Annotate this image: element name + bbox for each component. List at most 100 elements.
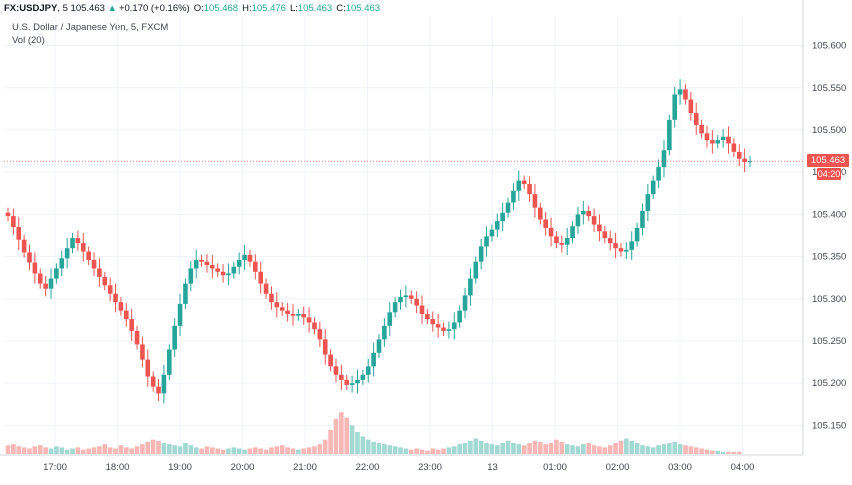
volume-bar: [457, 444, 462, 454]
volume-bar: [575, 446, 581, 454]
candle-body: [715, 140, 721, 144]
last-price-tag: 105.463: [807, 154, 849, 168]
volume-bar: [613, 443, 618, 454]
candle-body: [575, 214, 581, 227]
candle-body: [543, 219, 548, 228]
candle-body: [333, 366, 339, 375]
volume-bar: [489, 444, 495, 454]
symbol-interval: 5: [62, 2, 68, 14]
volume-bar: [425, 450, 430, 454]
open-label: O:: [193, 2, 204, 14]
candle-body: [462, 295, 468, 311]
candle-body: [86, 251, 91, 260]
volume-bar: [624, 438, 629, 454]
candle-body: [742, 158, 747, 163]
volume-bar: [91, 447, 97, 454]
candle-body: [328, 354, 333, 367]
volume-bar: [484, 443, 489, 454]
y-tick-label: 105.350: [812, 252, 846, 263]
volume-bar: [408, 449, 414, 454]
symbol-name[interactable]: FX:USDJPY: [4, 2, 58, 14]
candle-body: [607, 238, 613, 244]
volume-bar: [736, 451, 742, 454]
candle-body: [521, 180, 527, 185]
volume-bar: [296, 449, 301, 454]
candle-body: [48, 278, 54, 289]
candle-body: [446, 329, 452, 331]
volume-bar: [263, 449, 269, 454]
volume-indicator-label[interactable]: Vol (20): [12, 35, 45, 46]
candle-body: [150, 376, 156, 387]
volume-bar: [290, 448, 296, 454]
candle-body: [591, 216, 597, 225]
volume-bar: [451, 446, 457, 454]
y-tick-label: 105.600: [812, 41, 846, 52]
candle-body: [430, 319, 436, 325]
x-tick-label: 17:00: [43, 462, 67, 473]
volume-bar: [715, 450, 721, 454]
volume-bar: [16, 446, 22, 454]
volume-bar: [48, 448, 54, 454]
volume-bar: [468, 440, 473, 454]
candle-body: [269, 293, 274, 303]
volume-bar: [37, 445, 43, 454]
volume-bar: [150, 439, 156, 454]
volume-bar: [607, 445, 613, 454]
last-price: 105.463: [70, 2, 105, 14]
volume-bar: [183, 443, 188, 454]
volume-bar: [312, 446, 317, 454]
volume-bar: [704, 449, 710, 454]
volume-bar: [398, 447, 403, 454]
volume-bar: [478, 440, 484, 454]
x-tick-label: 01:00: [543, 462, 567, 473]
volume-bar: [80, 449, 86, 454]
candle-body: [435, 324, 441, 328]
volume-bar: [667, 443, 672, 454]
candle-body: [54, 268, 59, 279]
volume-bar: [597, 446, 602, 454]
volume-bar: [462, 443, 468, 454]
candle-body: [210, 265, 215, 269]
candle-body: [296, 314, 301, 316]
candle-body: [285, 310, 290, 315]
volume-bar: [134, 446, 140, 454]
candle-body: [91, 259, 97, 269]
volume-bar: [123, 447, 129, 454]
candle-body: [688, 99, 694, 114]
volume-bar: [75, 447, 81, 454]
x-tick-label: 03:00: [668, 462, 692, 473]
candle-body: [640, 211, 645, 228]
volume-bar: [204, 446, 210, 454]
candle-body: [699, 124, 704, 134]
candle-body: [527, 184, 532, 195]
volume-bar: [32, 446, 38, 454]
candle-body: [468, 278, 473, 296]
volume-bar: [199, 448, 204, 454]
volume-bar: [570, 445, 575, 454]
volume-bar: [371, 441, 376, 454]
volume-bar: [317, 444, 323, 454]
candle-body: [312, 322, 317, 330]
candle-body: [161, 374, 167, 394]
candle-body: [656, 167, 661, 181]
candle-body: [236, 259, 242, 267]
volume-bar: [236, 448, 242, 454]
candle-body: [403, 295, 409, 298]
volume-bar: [538, 441, 543, 454]
bar-countdown-tag: 04:20: [817, 168, 841, 181]
candle-body: [242, 254, 247, 260]
x-tick-label: 23:00: [418, 462, 442, 473]
volume-bar: [86, 448, 91, 454]
candle-body: [376, 339, 382, 353]
volume-bar: [215, 448, 220, 454]
candle-body: [37, 273, 43, 284]
volume-bar: [172, 445, 177, 454]
candle-body: [392, 302, 398, 313]
x-tick-label: 20:00: [231, 462, 255, 473]
volume-bar: [328, 429, 333, 454]
candle-body: [731, 143, 737, 152]
low-label: L:: [289, 2, 298, 14]
candle-body: [677, 89, 683, 95]
volume-bar: [253, 447, 258, 454]
